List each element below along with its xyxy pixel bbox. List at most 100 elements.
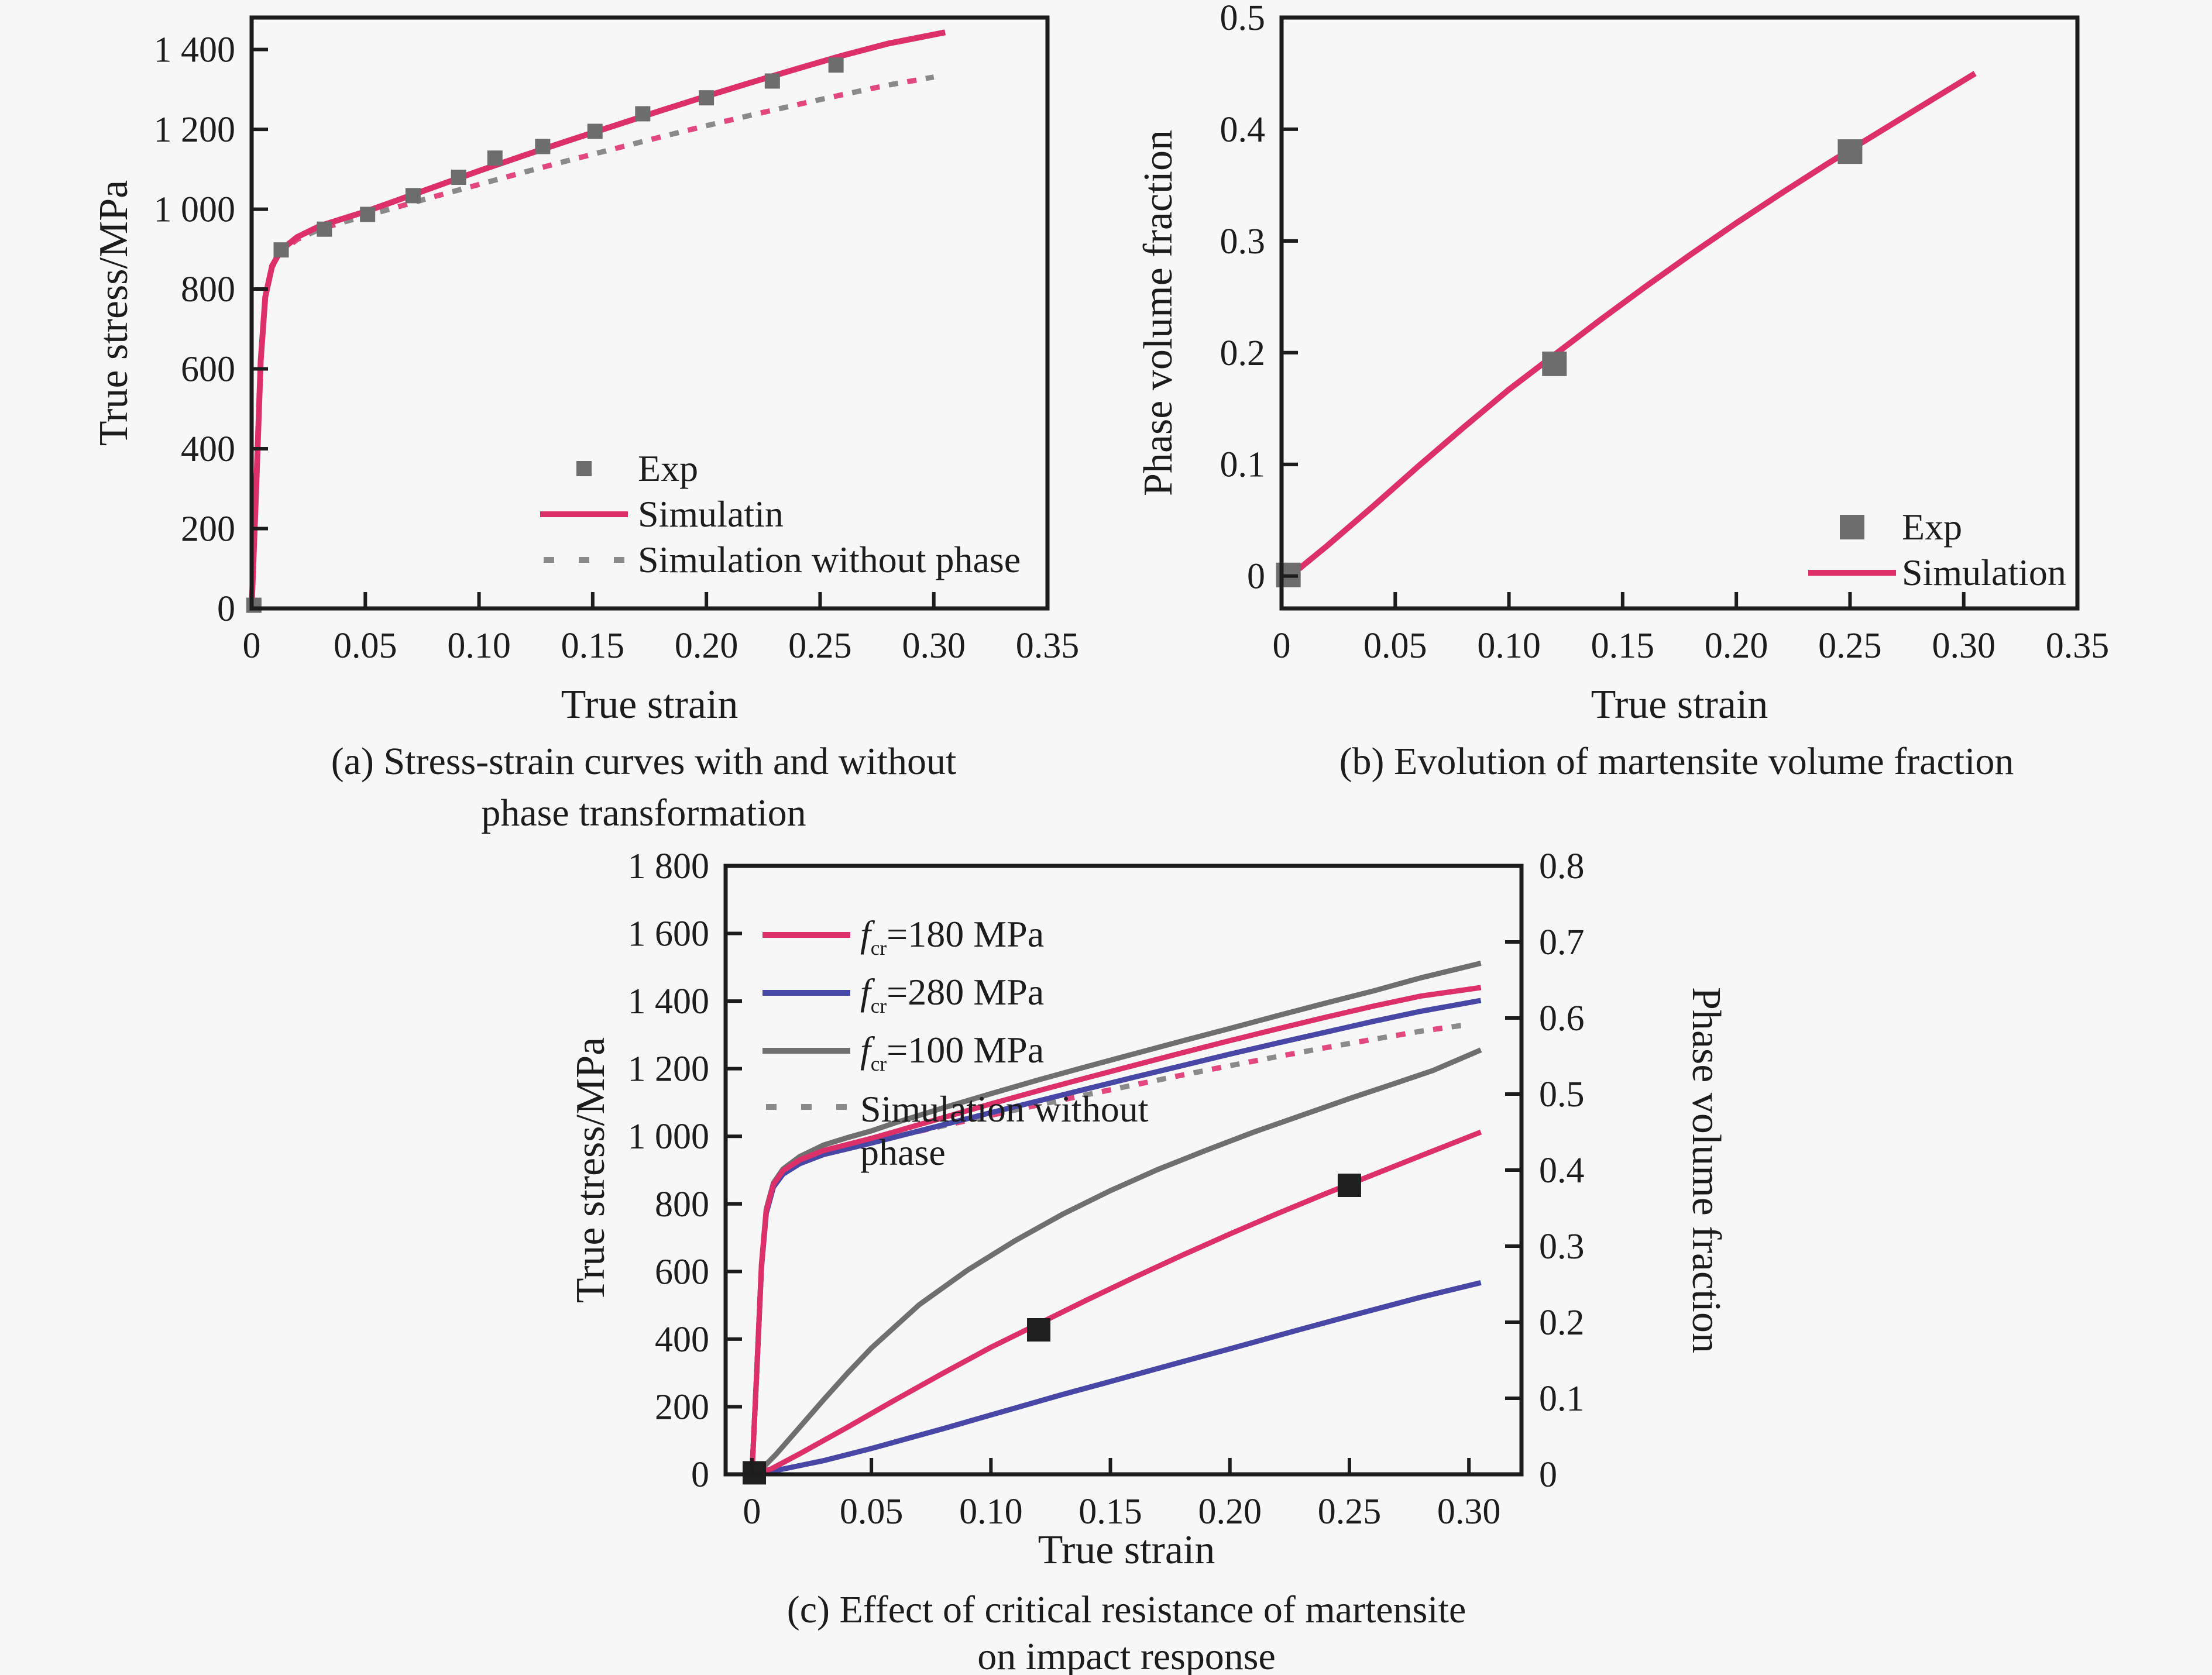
y-right-tick-label-c: 0.5	[1539, 1075, 1585, 1115]
simulation-marker-cell	[530, 511, 638, 517]
data-point-marker-b	[1542, 351, 1567, 376]
y-tick-label-c: 1 000	[628, 1117, 710, 1157]
chart-a-legend: Exp Simulatin Simulation without phase	[530, 446, 1021, 583]
x-tick-label-a: 0.35	[1016, 626, 1080, 666]
f-symbol: f	[860, 971, 871, 1013]
y-right-tick-label-c: 0.6	[1539, 999, 1585, 1038]
chart-b-legend: Exp Simulation	[1802, 504, 2066, 596]
chart-c-legend-item-100: fcr=100 MPa	[752, 1021, 1148, 1079]
curve-b-simulation	[1280, 71, 1977, 579]
chart-c-legend-item-180: fcr=180 MPa	[752, 906, 1148, 964]
y-tick-label-c: 0	[691, 1455, 709, 1495]
data-point-marker-a	[699, 90, 715, 106]
x-tick-label-c: 0.25	[1318, 1492, 1382, 1532]
chart-a-x-axis-title: True strain	[561, 682, 739, 727]
exp-square-marker	[1840, 515, 1864, 539]
x-tick-label-b: 0.25	[1818, 626, 1882, 666]
y-tick-label-a: 0	[217, 589, 235, 629]
fcr-280-line-swatch	[762, 989, 850, 996]
chart-a-legend-item-exp: Exp	[530, 446, 1021, 491]
x-tick-label-a: 0.15	[561, 626, 625, 666]
x-tick-label-c: 0.05	[840, 1492, 904, 1532]
legend-label: fcr=180 MPa	[860, 913, 1148, 960]
f-symbol: f	[860, 913, 871, 955]
cr-subscript: cr	[870, 937, 887, 960]
dotted-line-swatch	[752, 1104, 860, 1110]
fcr-100-line-swatch	[762, 1047, 850, 1054]
data-point-marker-a	[587, 123, 603, 139]
y-tick-label-b: 0.5	[1220, 0, 1266, 38]
data-point-marker-a	[635, 106, 651, 122]
fcr-100-marker-cell	[752, 1047, 860, 1054]
y-right-tick-label-c: 0	[1539, 1455, 1557, 1495]
exp-marker-cell	[530, 461, 638, 476]
chart-c-legend: fcr=180 MPa fcr=280 MPa fcr=100 MPa Simu…	[752, 906, 1148, 1174]
chart-b-legend-item-simulation: Simulation	[1802, 550, 2066, 596]
data-point-marker-a	[764, 73, 780, 89]
x-tick-label-b: 0.30	[1932, 626, 1995, 666]
x-tick-label-b: 0.10	[1477, 626, 1541, 666]
simulation-marker-cell	[1802, 570, 1902, 576]
chart-a-legend-item-simulation: Simulatin	[530, 491, 1021, 537]
curve-c-dotted-pink	[749, 1021, 1469, 1475]
exp-marker-cell	[1802, 515, 1902, 539]
dot	[543, 557, 554, 563]
data-point-marker-a	[828, 57, 844, 73]
chart-a-caption-line1: (a) Stress-strain curves with and withou…	[331, 740, 957, 783]
cr-subscript: cr	[870, 995, 887, 1018]
chart-b-x-axis-title: True strain	[1591, 682, 1768, 727]
simulation-line-swatch	[1808, 570, 1896, 576]
dot	[765, 1104, 777, 1110]
y-tick-label-b: 0.1	[1220, 445, 1266, 485]
y-tick-label-b: 0.4	[1220, 110, 1266, 150]
chart-c-right-y-axis-title: Phase volume fraction	[1684, 987, 1729, 1353]
data-point-marker-c	[1027, 1318, 1051, 1342]
dot	[836, 1104, 847, 1110]
fcr-180-marker-cell	[752, 931, 860, 938]
y-tick-label-c: 600	[655, 1252, 709, 1292]
dot	[578, 557, 589, 563]
x-tick-label-a: 0.30	[902, 626, 966, 666]
y-right-tick-label-c: 0.2	[1539, 1303, 1585, 1343]
cr-subscript: cr	[870, 1053, 887, 1076]
y-tick-label-c: 1 800	[628, 847, 710, 886]
x-tick-label-b: 0.35	[2046, 626, 2110, 666]
y-tick-label-c: 1 400	[628, 982, 710, 1021]
data-point-marker-a	[246, 597, 262, 613]
f-symbol: f	[860, 1029, 871, 1071]
legend-label: fcr=100 MPa	[860, 1029, 1148, 1076]
x-tick-label-a: 0.20	[675, 626, 739, 666]
y-tick-label-c: 1 200	[628, 1050, 710, 1089]
chart-c-x-axis-title: True strain	[1038, 1528, 1215, 1573]
y-tick-label-a: 200	[181, 510, 235, 549]
y-tick-label-b: 0.2	[1220, 333, 1266, 373]
legend-label: Simulation without phase	[638, 538, 1021, 580]
x-tick-label-b: 0	[1273, 626, 1291, 666]
x-tick-label-c: 0.20	[1198, 1492, 1262, 1532]
dotted-line-swatch	[530, 557, 638, 563]
data-point-marker-a	[487, 150, 503, 166]
data-point-marker-b	[1837, 139, 1863, 164]
chart-a-legend-item-no-phase: Simulation without phase	[530, 537, 1021, 583]
legend-label: fcr=280 MPa	[860, 971, 1148, 1018]
data-point-marker-a	[273, 242, 289, 258]
chart-c-caption-line1: (c) Effect of critical resistance of mar…	[786, 1588, 1466, 1631]
exp-square-marker	[576, 461, 592, 476]
y-right-tick-label-c: 0.7	[1539, 923, 1585, 962]
y-tick-label-c: 200	[655, 1387, 709, 1427]
x-tick-label-a: 0	[243, 626, 261, 666]
data-point-marker-a	[451, 169, 466, 185]
x-tick-label-c: 0	[743, 1492, 761, 1532]
plot-box-b	[1279, 15, 2080, 611]
chart-a-caption-line2: phase transformation	[481, 792, 806, 834]
legend-label: Simulation without phase	[860, 1088, 1148, 1174]
x-tick-label-b: 0.05	[1363, 626, 1427, 666]
legend-label-line2: phase	[860, 1131, 946, 1174]
chart-b-caption: (b) Evolution of martensite volume fract…	[1339, 740, 2014, 783]
data-point-marker-a	[360, 207, 376, 222]
chart-c-legend-item-280: fcr=280 MPa	[752, 964, 1148, 1021]
y-tick-label-b: 0.3	[1220, 222, 1266, 262]
y-right-tick-label-c: 0.3	[1539, 1227, 1585, 1267]
legend-label: Simulation	[1902, 551, 2066, 593]
